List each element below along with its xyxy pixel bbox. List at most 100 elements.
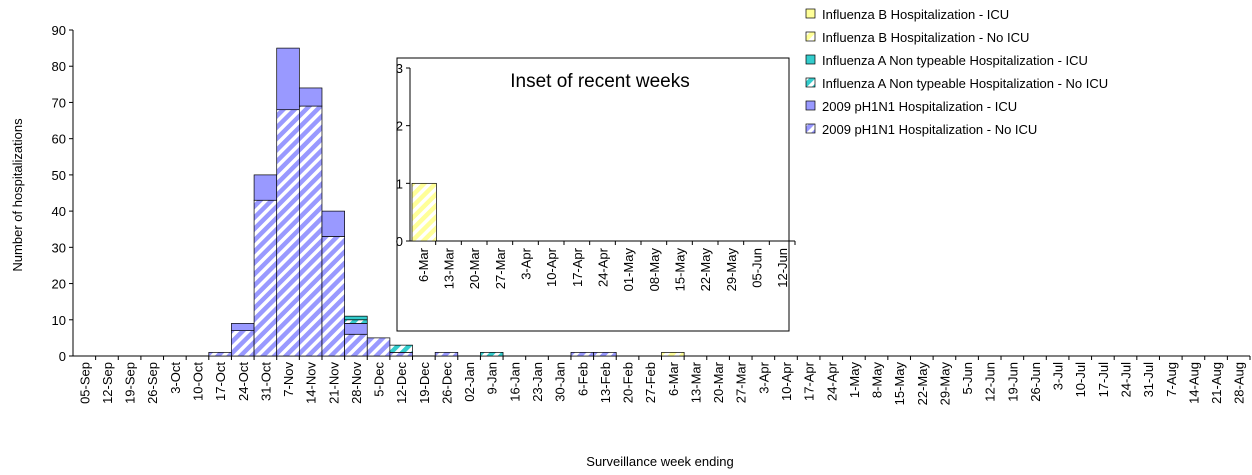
bar	[321, 236, 345, 357]
bar	[344, 315, 368, 321]
x-tick-label: 14-Nov	[304, 362, 319, 404]
x-tick-label: 19-Jun	[1005, 362, 1020, 402]
legend-label: Influenza B Hospitalization - No ICU	[822, 30, 1029, 45]
x-tick-label: 02-Jan	[462, 362, 477, 402]
bar	[298, 87, 323, 107]
x-tick-label: 20-Mar	[711, 361, 726, 403]
x-axis-title: Surveillance week ending	[586, 454, 733, 469]
legend-swatch	[805, 77, 816, 88]
x-tick-label: 13-Mar	[688, 361, 703, 403]
x-tick-label: 1-May	[847, 362, 862, 399]
x-tick-label: 6-Mar	[416, 247, 431, 282]
x-tick-label: 17-Jul	[1096, 362, 1111, 398]
y-tick-label: 3	[396, 61, 403, 76]
bar	[276, 47, 300, 111]
x-tick-label: 20-Feb	[621, 362, 636, 403]
legend-swatch	[805, 100, 816, 111]
x-tick-label: 10-Oct	[190, 362, 205, 401]
bar	[366, 337, 391, 357]
x-tick-label: 08-May	[647, 248, 662, 292]
bar	[661, 352, 685, 357]
x-tick-label: 6-Feb	[575, 362, 590, 396]
x-tick-label: 24-Jul	[1119, 362, 1134, 398]
x-tick-label: 26-Sep	[145, 362, 160, 404]
x-tick-label: 14-Aug	[1186, 362, 1201, 404]
x-tick-label: 26-Dec	[439, 362, 454, 404]
y-tick-label: 0	[59, 349, 66, 364]
x-tick-label: 17-Apr	[570, 247, 585, 287]
bar	[434, 352, 459, 357]
y-axis-title: Number of hospitalizations	[10, 118, 25, 272]
bar	[344, 319, 368, 324]
x-tick-label: 10-Apr	[544, 247, 559, 287]
inset-frame	[396, 57, 790, 332]
legend-swatch	[805, 8, 816, 19]
x-tick-label: 15-May	[892, 362, 907, 406]
x-tick-label: 6-Mar	[666, 361, 681, 396]
x-tick-label: 5-Jun	[960, 362, 975, 395]
bar	[344, 333, 368, 357]
x-tick-label: 30-Jan	[553, 362, 568, 402]
bar	[231, 323, 255, 331]
bar	[570, 352, 594, 357]
y-tick-label: 10	[52, 313, 66, 328]
x-tick-label: 29-May	[937, 362, 952, 406]
x-tick-label: 24-Oct	[236, 362, 251, 401]
y-tick-label: 90	[52, 23, 66, 38]
x-tick-label: 21-Aug	[1209, 362, 1224, 404]
x-tick-label: 22-May	[698, 248, 713, 292]
bar	[231, 330, 255, 357]
legend-label: 2009 pH1N1 Hospitalization - No ICU	[822, 122, 1037, 137]
x-tick-label: 5-Dec	[372, 362, 387, 397]
x-tick-label: 16-Jan	[507, 362, 522, 402]
bar	[253, 199, 278, 357]
x-tick-label: 12-Jun	[775, 248, 790, 288]
legend-swatch	[805, 31, 816, 42]
bar	[411, 182, 437, 242]
x-tick-label: 29-May	[724, 248, 739, 292]
x-tick-label: 05-Sep	[77, 362, 92, 404]
legend-label: Influenza A Non typeable Hospitalization…	[822, 76, 1108, 91]
x-tick-label: 21-Nov	[326, 362, 341, 404]
x-tick-label: 3-Oct	[168, 362, 183, 394]
x-tick-label: 31-Oct	[258, 362, 273, 401]
x-tick-label: 10-Apr	[779, 361, 794, 401]
x-tick-label: 12-Jun	[983, 362, 998, 402]
x-tick-label: 27-Mar	[734, 361, 749, 403]
y-tick-label: 1	[396, 176, 403, 191]
x-tick-label: 27-Mar	[493, 247, 508, 289]
x-tick-label: 19-Sep	[123, 362, 138, 404]
y-tick-label: 40	[52, 204, 66, 219]
bar	[321, 210, 345, 237]
x-tick-label: 12-Sep	[100, 362, 115, 404]
y-tick-label: 50	[52, 168, 66, 183]
y-tick-label: 70	[52, 95, 66, 110]
legend-label: Influenza A Non typeable Hospitalization…	[822, 53, 1088, 68]
x-tick-label: 17-Oct	[213, 362, 228, 401]
x-tick-label: 8-May	[870, 362, 885, 399]
x-tick-label: 13-Feb	[598, 362, 613, 403]
x-tick-label: 26-Jun	[1028, 362, 1043, 402]
x-tick-label: 9-Jan	[485, 362, 500, 395]
x-tick-label: 3-Apr	[756, 361, 771, 393]
legend-swatch	[805, 54, 816, 65]
bar	[389, 344, 413, 353]
y-tick-label: 2	[396, 119, 403, 134]
x-tick-label: 7-Nov	[281, 362, 296, 397]
x-tick-label: 15-May	[673, 248, 688, 292]
x-tick-label: 31-Jul	[1141, 362, 1156, 398]
x-tick-label: 17-Apr	[802, 361, 817, 401]
y-tick-label: 0	[396, 234, 403, 249]
bar	[344, 323, 368, 335]
y-tick-label: 80	[52, 59, 66, 74]
y-tick-label: 20	[52, 277, 66, 292]
x-tick-label: 05-Jun	[750, 248, 765, 288]
x-tick-label: 24-Apr	[596, 247, 611, 287]
x-tick-label: 19-Dec	[417, 362, 432, 404]
x-tick-label: 24-Apr	[824, 361, 839, 401]
bar	[208, 352, 232, 357]
x-tick-label: 22-May	[915, 362, 930, 406]
x-tick-label: 23-Jan	[530, 362, 545, 402]
x-tick-label: 12-Dec	[394, 362, 409, 404]
